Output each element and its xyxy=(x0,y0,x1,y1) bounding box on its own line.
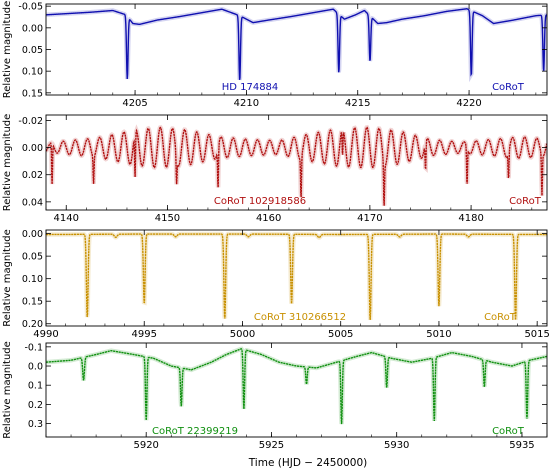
x-tick-label-corot310266512: 5000 xyxy=(230,329,255,340)
y-axis-label-corot22399219: Relative magnitude xyxy=(2,341,13,439)
series-source-hd174884: CoRoT xyxy=(492,82,525,93)
x-tick-label-corot310266512: 5005 xyxy=(328,329,353,340)
y-tick-label-corot22399219: -0.1 xyxy=(24,342,43,353)
series-line-corot22399219 xyxy=(46,348,547,425)
y-tick-label-hd174884: -0.05 xyxy=(18,2,43,13)
x-tick-label-corot102918586: 4160 xyxy=(256,213,281,224)
x-tick-label-corot310266512: 5015 xyxy=(524,329,549,340)
y-tick-label-hd174884: 0.10 xyxy=(22,67,43,78)
panels-group: 4205 4210 4215 4220 -0.05 0.00 0.05 0.10 0.15 Rel… xyxy=(2,1,550,451)
x-tick-label-corot102918586: 4150 xyxy=(155,213,180,224)
x-tick-label-corot310266512: 4995 xyxy=(132,329,157,340)
x-tick-label-corot22399219: 5935 xyxy=(509,440,534,451)
series-halo-corot102918586 xyxy=(46,124,547,206)
y-tick-label-corot102918586: 0.00 xyxy=(22,143,43,154)
panel-corot310266512: 4990 4995 5000 5005 5010 5015 0.00 0.05 0.10 0.15… xyxy=(2,229,550,340)
figure-x-axis-label: Time (HJD − 2450000) xyxy=(248,457,368,469)
y-tick-label-hd174884: 0.15 xyxy=(22,88,43,99)
y-tick-label-hd174884: 0.05 xyxy=(22,45,43,56)
series-source-corot102918586: CoRoT xyxy=(509,196,542,207)
series-source-corot22399219: CoRoT xyxy=(492,426,525,437)
panel-hd174884: 4205 4210 4215 4220 -0.05 0.00 0.05 0.10 0.15 Rel… xyxy=(2,1,548,109)
series-halo-corot22399219 xyxy=(46,346,547,425)
series-source-corot310266512: CoRoT xyxy=(484,312,517,323)
y-tick-label-corot22399219: 0.1 xyxy=(28,381,43,392)
x-tick-label-corot22399219: 5930 xyxy=(384,440,409,451)
x-tick-label-corot310266512: 4990 xyxy=(33,329,58,340)
y-tick-label-corot310266512: 0.05 xyxy=(22,252,43,263)
series-halo-corot310266512 xyxy=(46,231,547,321)
y-tick-label-corot102918586: -0.02 xyxy=(18,116,43,127)
x-tick-label-hd174884: 4215 xyxy=(345,98,370,109)
y-tick-label-corot310266512: 0.20 xyxy=(22,319,43,330)
y-tick-label-corot310266512: 0.00 xyxy=(22,229,43,240)
x-tick-label-corot102918586: 4140 xyxy=(54,213,79,224)
x-tick-label-hd174884: 4205 xyxy=(122,98,147,109)
y-axis-label-hd174884: Relative magnitude xyxy=(2,1,13,99)
y-axis-label-corot102918586: Relative magnitude xyxy=(2,114,13,212)
x-tick-label-corot102918586: 4180 xyxy=(458,213,483,224)
panel-frame-corot310266512 xyxy=(45,229,548,327)
panel-frame-corot102918586 xyxy=(45,114,548,211)
x-tick-label-hd174884: 4210 xyxy=(234,98,259,109)
panel-corot102918586: 4140 4150 4160 4170 4180 -0.02 0.00 0.02 0.04 Rel… xyxy=(2,114,548,224)
series-line-corot102918586 xyxy=(46,126,547,206)
x-tick-label-corot22399219: 5925 xyxy=(259,440,284,451)
y-axis-label-corot310266512: Relative magnitude xyxy=(2,229,13,327)
y-tick-label-hd174884: 0.00 xyxy=(22,23,43,34)
x-tick-label-hd174884: 4220 xyxy=(456,98,481,109)
y-tick-label-corot310266512: 0.10 xyxy=(22,274,43,285)
y-tick-label-corot22399219: 0.3 xyxy=(28,419,43,430)
panel-corot22399219: 5920 5925 5930 5935 -0.1 0.0 0.1 0.2 0.3 Relative… xyxy=(2,341,548,451)
series-name-corot22399219: CoRoT 22399219 xyxy=(152,426,238,437)
y-tick-label-corot310266512: 0.15 xyxy=(22,297,43,308)
series-line-corot310266512 xyxy=(46,233,547,320)
x-tick-label-corot22399219: 5920 xyxy=(133,440,158,451)
x-tick-label-corot102918586: 4170 xyxy=(357,213,382,224)
y-tick-label-corot102918586: 0.04 xyxy=(22,197,43,208)
y-tick-label-corot22399219: 0.0 xyxy=(28,362,43,373)
y-tick-label-corot22399219: 0.2 xyxy=(28,400,43,411)
series-name-hd174884: HD 174884 xyxy=(222,82,279,93)
series-name-corot102918586: CoRoT 102918586 xyxy=(214,196,306,207)
series-name-corot310266512: CoRoT 310266512 xyxy=(254,312,346,323)
series-line-hd174884 xyxy=(46,8,547,80)
x-tick-label-corot310266512: 5010 xyxy=(426,329,451,340)
y-tick-label-corot102918586: 0.02 xyxy=(22,170,43,181)
